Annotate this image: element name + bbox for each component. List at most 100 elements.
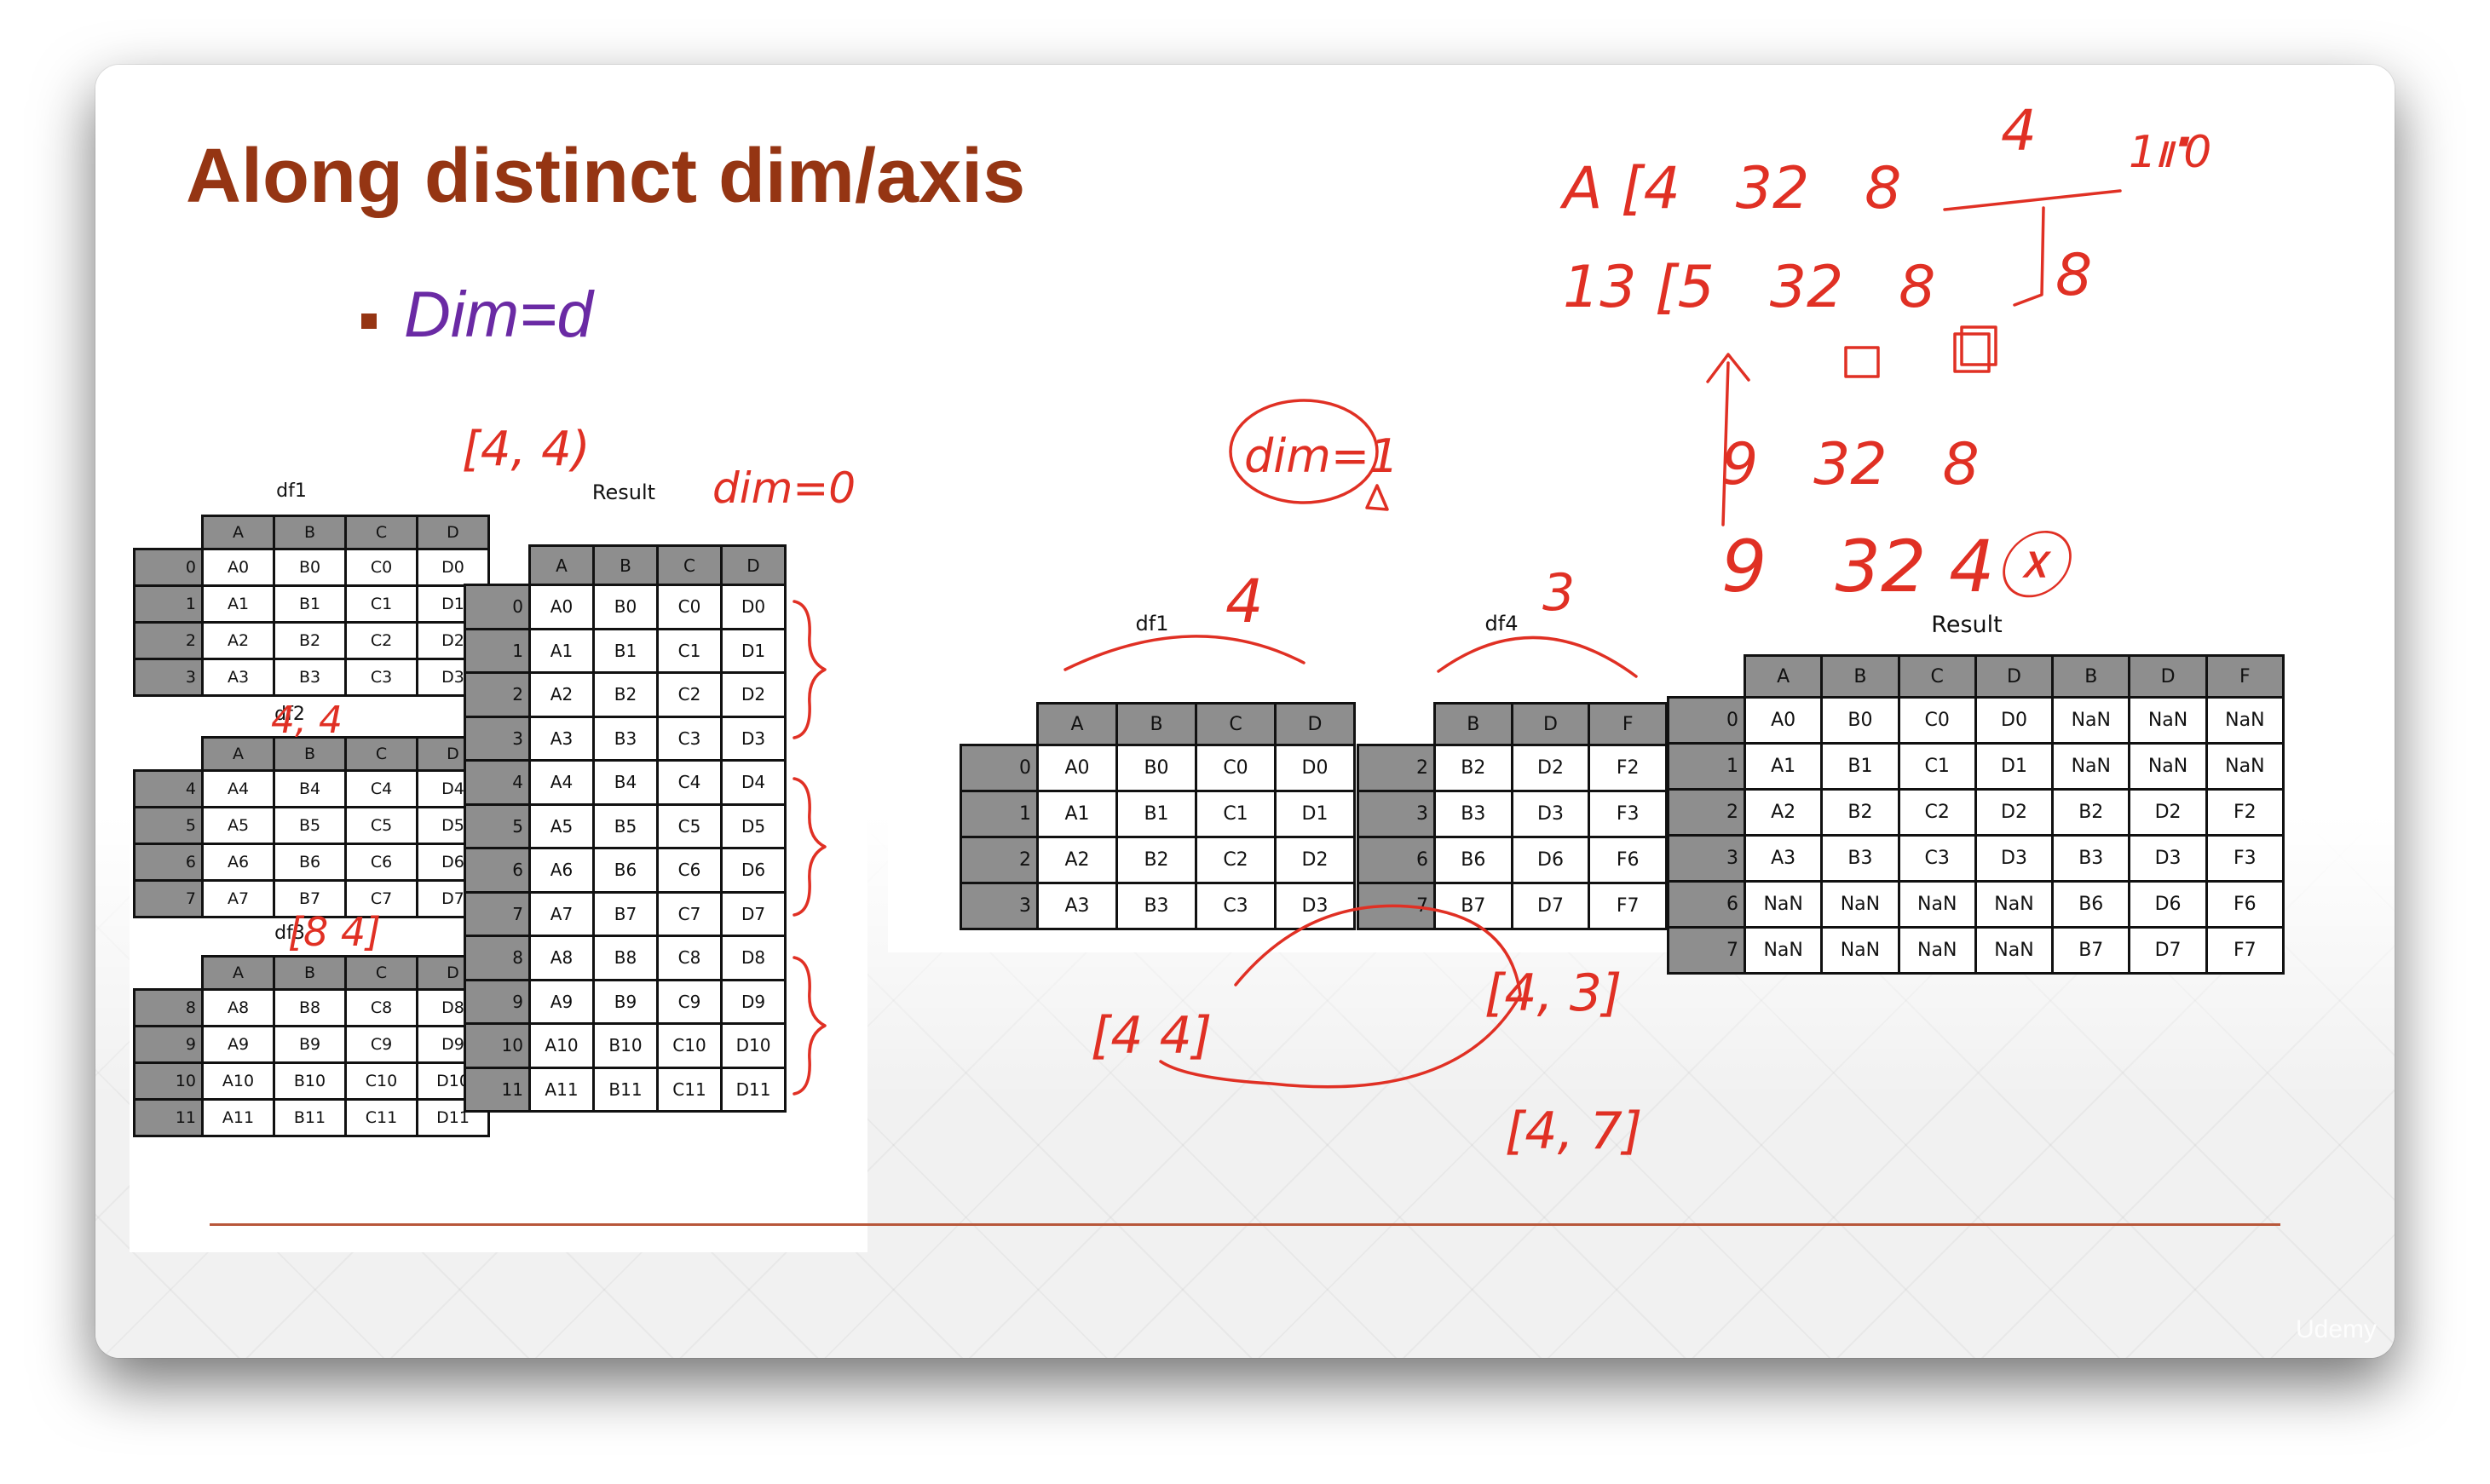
right-df4-cell: B2 bbox=[1433, 744, 1513, 792]
ann-calc-row1: A [4 32 8 bbox=[1559, 155, 1901, 222]
left-result-cell: C8 bbox=[656, 935, 723, 981]
right-result-cell: D2 bbox=[1974, 788, 2055, 837]
left-result-row-index: 1 bbox=[464, 627, 531, 674]
left-result-cell: A9 bbox=[528, 978, 595, 1025]
right-df1-cell: C0 bbox=[1195, 744, 1277, 792]
left-result-row-index: 9 bbox=[464, 978, 531, 1025]
left-result-cell: C2 bbox=[656, 671, 723, 718]
left-result-cell: C9 bbox=[656, 978, 723, 1025]
right-result-cell: A3 bbox=[1743, 834, 1824, 883]
left-result-cell: A4 bbox=[528, 759, 595, 806]
right-result-cell: NaN bbox=[1974, 926, 2055, 975]
ann-left-shape: [4, 4) bbox=[462, 422, 591, 477]
left-result-cell: D2 bbox=[720, 671, 787, 718]
left-result-row-index: 10 bbox=[464, 1022, 531, 1069]
ann-right-df4-cols: 3 bbox=[1542, 563, 1575, 623]
left-result-cell: A7 bbox=[528, 890, 595, 937]
right-result-cell: B2 bbox=[1820, 788, 1900, 837]
left-result-cell: B0 bbox=[592, 584, 659, 630]
left-df2-cell: C4 bbox=[344, 769, 418, 808]
left-result-cell: C10 bbox=[656, 1022, 723, 1069]
left-df2-row-index: 6 bbox=[133, 843, 204, 882]
left-df2-row-index: 5 bbox=[133, 806, 204, 845]
right-df4-column-header: D bbox=[1510, 702, 1591, 746]
left-result-cell: D9 bbox=[720, 978, 787, 1025]
left-result-cell: C11 bbox=[656, 1066, 723, 1113]
right-df1-row: 3 A3 B3 C3 D3 bbox=[960, 882, 1356, 930]
right-df4-row: 7 B7 D7 F7 bbox=[1357, 882, 1668, 930]
right-df1-cell: D1 bbox=[1274, 790, 1356, 838]
calc-box-stack bbox=[1953, 332, 1991, 373]
left-result-cell: A1 bbox=[528, 627, 595, 674]
right-result-cell: C1 bbox=[1897, 742, 1977, 791]
left-result-cell: B2 bbox=[592, 671, 659, 718]
right-result-cell: B7 bbox=[2051, 926, 2131, 975]
right-result-cell: NaN bbox=[1897, 926, 1977, 975]
left-df1-column-header: B bbox=[273, 515, 347, 550]
right-df1-cell: A1 bbox=[1036, 790, 1118, 838]
right-df1-column-header: A bbox=[1036, 702, 1118, 746]
dim1-pointer bbox=[1365, 484, 1389, 511]
left-result-row: 10 A10 B10 C10 D10 bbox=[464, 1022, 787, 1069]
right-df4-column-header: F bbox=[1588, 702, 1668, 746]
left-result-row-index: 0 bbox=[464, 584, 531, 630]
right-result-row: 6 NaN NaN NaN NaN B6 D6 F6 bbox=[1667, 880, 2285, 929]
left-df1-cell: B1 bbox=[273, 584, 347, 624]
ann-right-dim: dim=1 bbox=[1244, 429, 1399, 483]
left-df3-column-header: A bbox=[201, 955, 275, 991]
left-result-column-header: C bbox=[656, 544, 723, 586]
right-result-cell: NaN bbox=[2128, 742, 2208, 791]
brace-group-3 bbox=[793, 956, 827, 1096]
left-result-cell: D8 bbox=[720, 935, 787, 981]
right-result-cell: B3 bbox=[1820, 834, 1900, 883]
left-result-row-index: 4 bbox=[464, 759, 531, 806]
left-df2-row: 7 A7 B7 C7 D7 bbox=[133, 879, 490, 918]
left-df2-cell: C5 bbox=[344, 806, 418, 845]
left-result-cell: B3 bbox=[592, 715, 659, 762]
left-df2-cell: A5 bbox=[201, 806, 275, 845]
left-result-row: 9 A9 B9 C9 D9 bbox=[464, 978, 787, 1025]
left-df3-cell: B10 bbox=[273, 1061, 347, 1101]
left-result-cell: D0 bbox=[720, 584, 787, 630]
right-df1-cell: B2 bbox=[1115, 836, 1197, 884]
right-df1-row-index: 0 bbox=[960, 744, 1039, 792]
left-df2-cell: A7 bbox=[201, 879, 275, 918]
left-result-row: 8 A8 B8 C8 D8 bbox=[464, 935, 787, 981]
link-loop bbox=[1159, 904, 1522, 1089]
right-df4-cell: F2 bbox=[1588, 744, 1668, 792]
right-result-cell: NaN bbox=[1743, 926, 1824, 975]
left-df1-cell: B3 bbox=[273, 658, 347, 697]
left-df2-row-index: 7 bbox=[133, 879, 204, 918]
left-result-cell: C3 bbox=[656, 715, 723, 762]
left-result-column-header: A bbox=[528, 544, 595, 586]
right-result-cell: D1 bbox=[1974, 742, 2055, 791]
right-result-cell: F3 bbox=[2205, 834, 2285, 883]
left-df2-cell: B4 bbox=[273, 769, 347, 808]
right-result-table: A B C D B D F 0 A0 B0 C0 D0 NaN NaN NaN 1 A1 B1 C1 D1 NaN NaN… bbox=[1667, 654, 2285, 975]
right-result-cell: NaN bbox=[1743, 880, 1824, 929]
left-df1-column-header: D bbox=[416, 515, 490, 550]
right-result-column-header: A bbox=[1743, 654, 1824, 699]
right-result-cell: NaN bbox=[1820, 880, 1900, 929]
right-df1-row-index: 3 bbox=[960, 882, 1039, 930]
left-result-row-index: 7 bbox=[464, 890, 531, 937]
right-df4-cell: F3 bbox=[1588, 790, 1668, 838]
left-df3-cell: C9 bbox=[344, 1025, 418, 1064]
ann-calc-row2-right: 8 bbox=[2055, 242, 2092, 309]
left-result-cell: B11 bbox=[592, 1066, 659, 1113]
ann-right-shape-c: [4, 7] bbox=[1505, 1101, 1642, 1161]
left-df2-row: 4 A4 B4 C4 D4 bbox=[133, 769, 490, 808]
left-result-row-index: 11 bbox=[464, 1066, 531, 1113]
slide-window: Along distinct dim/axis Dim=d df1 df2 df… bbox=[95, 65, 2395, 1358]
right-result-row-index: 0 bbox=[1667, 696, 1746, 745]
right-df1-cell: C3 bbox=[1195, 882, 1277, 930]
right-df1-cell: C1 bbox=[1195, 790, 1277, 838]
caption-right-df4: df4 bbox=[1484, 612, 1519, 636]
left-result-row: 11 A11 B11 C11 D11 bbox=[464, 1066, 787, 1113]
left-result-cell: D3 bbox=[720, 715, 787, 762]
right-df4-cell: F6 bbox=[1588, 836, 1668, 884]
caption-left-df2: df2 bbox=[274, 704, 305, 725]
left-df3-row-index: 9 bbox=[133, 1025, 204, 1064]
right-result-column-header: D bbox=[1974, 654, 2055, 699]
